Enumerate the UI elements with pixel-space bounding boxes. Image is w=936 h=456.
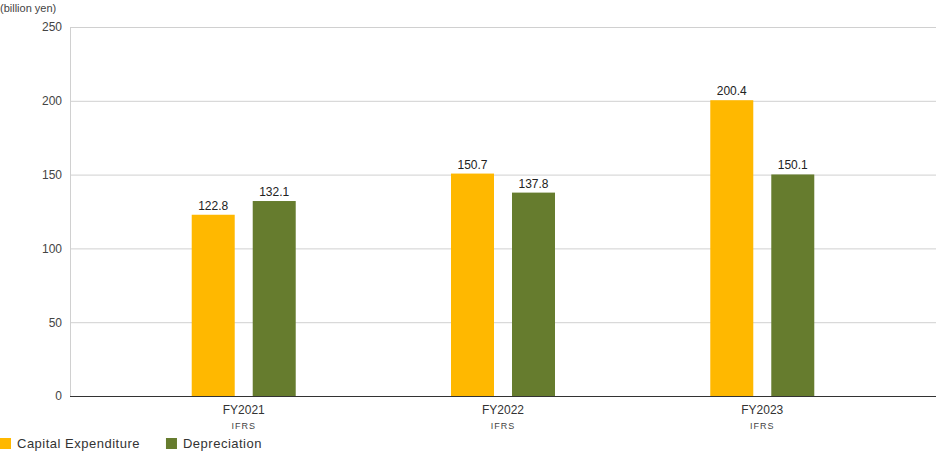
x-tick-note: IFRS [491, 421, 516, 431]
bar [710, 100, 753, 396]
data-label: 122.8 [198, 199, 228, 213]
y-axis-title: (billion yen) [0, 2, 56, 14]
grid-line [70, 27, 936, 28]
bars [192, 100, 815, 396]
bar [771, 174, 814, 396]
bar [192, 215, 235, 396]
y-tick-label: 200 [42, 94, 62, 108]
bar [451, 174, 494, 396]
x-tick-note: IFRS [750, 421, 775, 431]
y-tick-label: 100 [42, 242, 62, 256]
legend-label: Depreciation [183, 436, 262, 451]
y-tick-label: 250 [42, 20, 62, 34]
data-label: 200.4 [717, 84, 747, 98]
x-tick-label: FY2022 [482, 403, 524, 417]
x-tick-note: IFRS [231, 421, 256, 431]
y-tick-label: 150 [42, 168, 62, 182]
y-tick-label: 0 [55, 389, 62, 403]
legend: Capital Expenditure Depreciation [0, 436, 262, 451]
y-tick: 250 [42, 20, 936, 34]
data-labels: 122.8 150.7 200.4 132.1 137.8 150.1 [198, 84, 808, 213]
x-tick-label: FY2021 [223, 403, 265, 417]
grid-line [70, 396, 936, 397]
legend-swatch [0, 438, 11, 449]
x-tick: FY2021 IFRS [223, 396, 265, 431]
data-label: 150.1 [778, 158, 808, 172]
x-tick-label: FY2023 [741, 403, 783, 417]
chart-container: 0 50 100 150 200 250 (billion yen) 122.8 150.7 20… [0, 0, 936, 456]
x-tick: FY2023 IFRS [741, 396, 783, 431]
bar [512, 193, 555, 396]
x-axis-line [70, 396, 936, 397]
legend-swatch [166, 438, 177, 449]
data-label: 150.7 [457, 158, 487, 172]
x-axis: FY2021 IFRS FY2022 IFRS FY2023 IFRS [70, 396, 936, 431]
x-tick: FY2022 IFRS [482, 396, 524, 431]
y-axis-line [70, 28, 71, 397]
y-tick: 200 [42, 94, 936, 108]
data-label: 137.8 [518, 177, 548, 191]
chart: 0 50 100 150 200 250 (billion yen) 122.8 150.7 20… [0, 0, 936, 456]
y-axis: 0 50 100 150 200 250 [42, 20, 936, 403]
y-tick-label: 50 [49, 316, 63, 330]
data-label: 132.1 [259, 185, 289, 199]
grid-line [70, 101, 936, 102]
legend-label: Capital Expenditure [17, 436, 140, 451]
bar [253, 201, 296, 396]
